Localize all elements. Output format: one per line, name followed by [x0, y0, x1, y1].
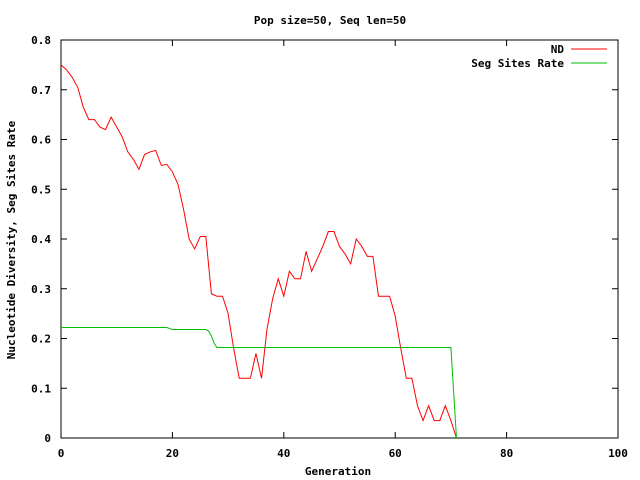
x-tick-label: 100: [608, 447, 628, 460]
y-tick-label: 0.5: [31, 183, 51, 196]
y-tick-label: 0.4: [31, 233, 51, 246]
x-tick-label: 20: [166, 447, 179, 460]
y-tick-label: 0.6: [31, 134, 51, 147]
series-layer: [60, 64, 457, 439]
x-tick-label: 60: [389, 447, 402, 460]
y-tick-label: 0: [44, 432, 51, 445]
plot-area: [60, 39, 619, 439]
x-axis-label: Generation: [305, 465, 371, 478]
x-tick-label: 0: [58, 447, 65, 460]
y-tick-label: 0.1: [31, 382, 51, 395]
y-tick-label: 0.3: [31, 283, 51, 296]
legend-label: Seg Sites Rate: [471, 57, 564, 70]
chart-title: Pop size=50, Seq len=50: [254, 14, 406, 27]
series-line-0: [60, 64, 457, 439]
y-axis-label: Nucleotide Diversity, Seg Sites Rate: [5, 120, 18, 359]
y-tick-label: 0.7: [31, 84, 51, 97]
y-tick-label: 0.2: [31, 333, 51, 346]
x-tick-label: 80: [500, 447, 513, 460]
series-line-1: [61, 327, 457, 439]
x-tick-label: 40: [277, 447, 290, 460]
legend-label: ND: [551, 43, 565, 56]
axis-ticks: 0 20 40 60 80 100 0 0.1 0.2 0.3 0.4 0.5 0.6 0.7 0.8: [31, 34, 628, 460]
y-tick-label: 0.8: [31, 34, 51, 47]
